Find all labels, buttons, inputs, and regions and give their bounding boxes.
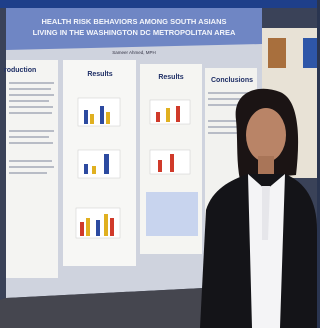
side-poster-image [268, 38, 286, 68]
poster-title: LIVING IN THE WASHINGTON DC METROPOLITAN… [33, 28, 236, 37]
section-heading: Results [158, 74, 183, 81]
poster-title: HEALTH RISK BEHAVIORS AMONG SOUTH ASIANS [41, 17, 226, 26]
poster-author: Sameer Ahmed, MPH [112, 50, 156, 55]
section-heading: Conclusions [211, 77, 253, 84]
page: HEALTH RISK BEHAVIORS AMONG SOUTH ASIANS… [0, 0, 317, 328]
photo: HEALTH RISK BEHAVIORS AMONG SOUTH ASIANS… [0, 0, 317, 328]
top-band [0, 0, 317, 8]
panel [6, 60, 58, 278]
section-heading: Results [87, 71, 112, 78]
section-heading: roduction [4, 67, 36, 74]
side-poster-image [303, 38, 317, 68]
